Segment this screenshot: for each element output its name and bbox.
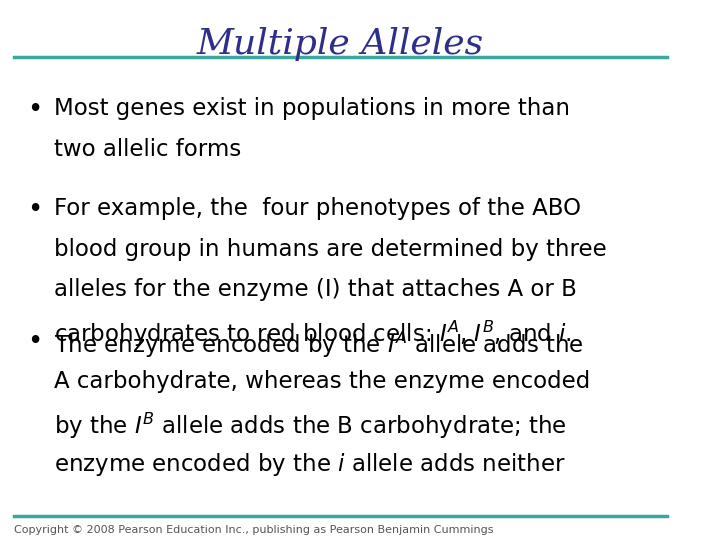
Text: Copyright © 2008 Pearson Education Inc., publishing as Pearson Benjamin Cummings: Copyright © 2008 Pearson Education Inc.,…	[14, 524, 493, 535]
Text: The enzyme encoded by the $\mathit{I}^{A}$ allele adds the: The enzyme encoded by the $\mathit{I}^{A…	[55, 329, 584, 360]
Text: •: •	[27, 97, 42, 123]
Text: Most genes exist in populations in more than: Most genes exist in populations in more …	[55, 97, 570, 120]
Text: •: •	[27, 197, 42, 223]
Text: enzyme encoded by the $\mathit{i}$ allele adds neither: enzyme encoded by the $\mathit{i}$ allel…	[55, 451, 566, 478]
Text: For example, the  four phenotypes of the ABO: For example, the four phenotypes of the …	[55, 197, 582, 220]
Text: by the $\mathit{I}^{B}$ allele adds the B carbohydrate; the: by the $\mathit{I}^{B}$ allele adds the …	[55, 410, 567, 441]
Text: Multiple Alleles: Multiple Alleles	[197, 27, 484, 61]
Text: blood group in humans are determined by three: blood group in humans are determined by …	[55, 238, 607, 261]
Text: A carbohydrate, whereas the enzyme encoded: A carbohydrate, whereas the enzyme encod…	[55, 370, 590, 393]
Text: two allelic forms: two allelic forms	[55, 138, 242, 161]
Text: •: •	[27, 329, 42, 355]
Text: alleles for the enzyme (I) that attaches A or B: alleles for the enzyme (I) that attaches…	[55, 278, 577, 301]
Text: carbohydrates to red blood cells: $\mathit{I}^{A}$, $\mathit{I}^{B}$, and $\math: carbohydrates to red blood cells: $\math…	[55, 319, 572, 349]
